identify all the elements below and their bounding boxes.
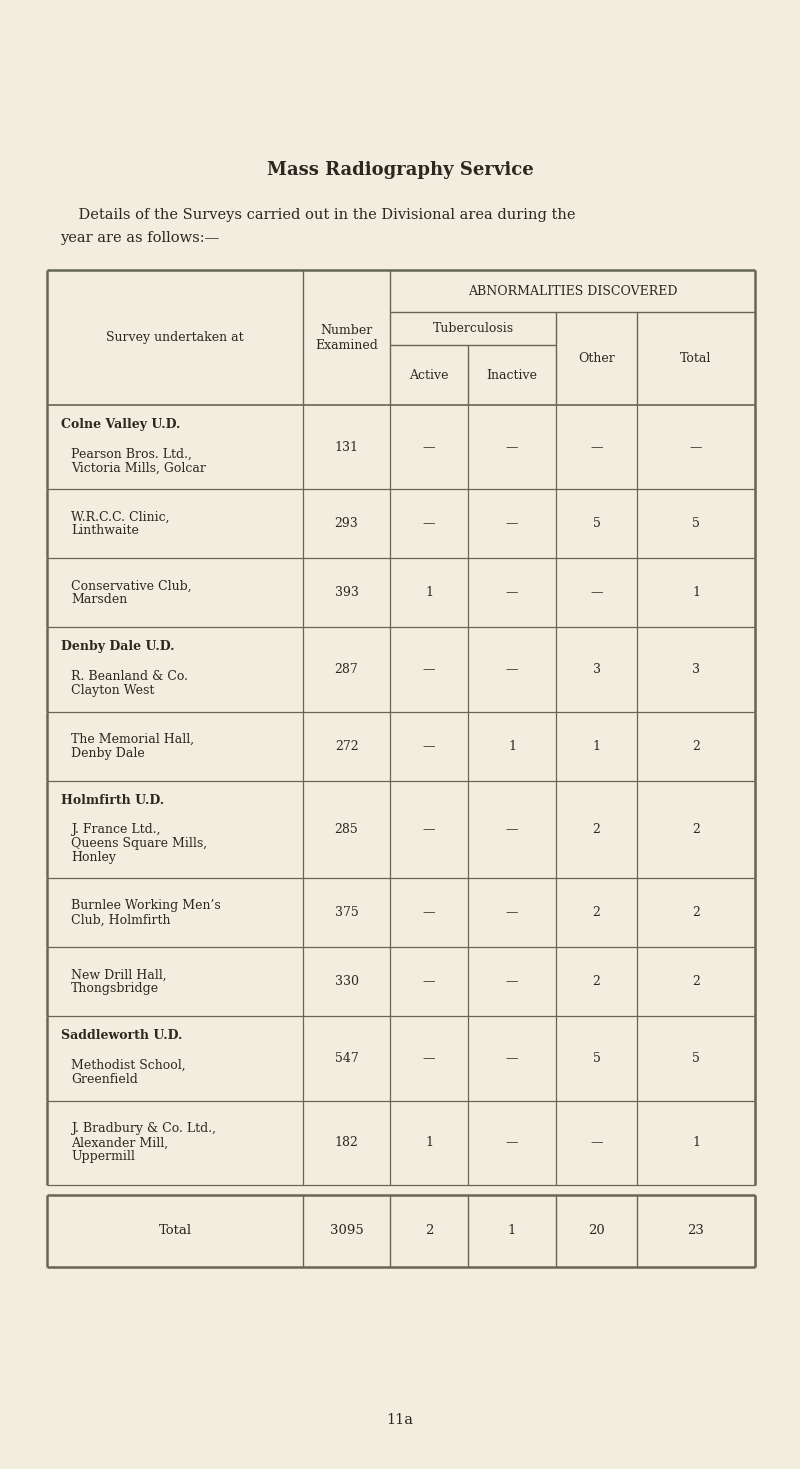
Text: 375: 375	[334, 906, 358, 920]
Text: Linthwaite: Linthwaite	[71, 524, 139, 538]
Text: —: —	[590, 441, 602, 454]
Text: Methodist School,: Methodist School,	[71, 1059, 186, 1072]
Text: J. Bradbury & Co. Ltd.,: J. Bradbury & Co. Ltd.,	[71, 1122, 216, 1136]
Text: ABNORMALITIES DISCOVERED: ABNORMALITIES DISCOVERED	[468, 285, 678, 298]
Text: 2: 2	[692, 906, 700, 920]
Text: 1: 1	[593, 739, 601, 752]
Text: 23: 23	[687, 1225, 705, 1237]
Text: W.R.C.C. Clinic,: W.R.C.C. Clinic,	[71, 510, 170, 523]
Text: Marsden: Marsden	[71, 593, 127, 607]
Text: —: —	[422, 906, 435, 920]
Text: Greenfield: Greenfield	[71, 1072, 138, 1086]
Text: —: —	[422, 663, 435, 676]
Text: Denby Dale U.D.: Denby Dale U.D.	[61, 640, 174, 654]
Text: 5: 5	[593, 517, 601, 530]
Text: Total: Total	[158, 1225, 191, 1237]
Text: Number
Examined: Number Examined	[315, 323, 378, 351]
Text: —: —	[506, 823, 518, 836]
Text: Victoria Mills, Golcar: Victoria Mills, Golcar	[71, 461, 206, 474]
Text: 1: 1	[425, 1137, 433, 1149]
Text: 2: 2	[425, 1225, 433, 1237]
Text: Total: Total	[680, 353, 712, 364]
Text: Pearson Bros. Ltd.,: Pearson Bros. Ltd.,	[71, 448, 192, 461]
Text: 20: 20	[588, 1225, 605, 1237]
Text: 1: 1	[692, 586, 700, 599]
Text: New Drill Hall,: New Drill Hall,	[71, 968, 166, 981]
Text: 3095: 3095	[330, 1225, 363, 1237]
Text: —: —	[590, 586, 602, 599]
Text: R. Beanland & Co.: R. Beanland & Co.	[71, 670, 188, 683]
Text: Denby Dale: Denby Dale	[71, 746, 145, 759]
Text: —: —	[422, 441, 435, 454]
Text: Tuberculosis: Tuberculosis	[433, 322, 514, 335]
Text: —: —	[506, 906, 518, 920]
Text: 1: 1	[508, 1225, 516, 1237]
Text: 2: 2	[692, 975, 700, 989]
Text: —: —	[506, 441, 518, 454]
Text: Saddleworth U.D.: Saddleworth U.D.	[61, 1030, 182, 1043]
Text: 11a: 11a	[386, 1413, 414, 1426]
Text: year are as follows:—: year are as follows:—	[60, 231, 219, 245]
Text: 2: 2	[593, 906, 601, 920]
Text: 287: 287	[334, 663, 358, 676]
Text: Honley: Honley	[71, 851, 116, 864]
Text: —: —	[506, 1137, 518, 1149]
Text: Conservative Club,: Conservative Club,	[71, 579, 192, 592]
Text: 2: 2	[692, 823, 700, 836]
Text: 1: 1	[508, 739, 516, 752]
Text: 293: 293	[334, 517, 358, 530]
Text: —: —	[422, 517, 435, 530]
Text: Details of the Surveys carried out in the Divisional area during the: Details of the Surveys carried out in th…	[60, 209, 575, 222]
Text: 330: 330	[334, 975, 358, 989]
Text: 3: 3	[593, 663, 601, 676]
Text: Colne Valley U.D.: Colne Valley U.D.	[61, 419, 180, 430]
Text: Queens Square Mills,: Queens Square Mills,	[71, 837, 207, 851]
Text: 2: 2	[593, 975, 601, 989]
Text: —: —	[422, 1052, 435, 1065]
Text: Holmfirth U.D.: Holmfirth U.D.	[61, 793, 164, 806]
Text: 393: 393	[334, 586, 358, 599]
Text: 2: 2	[593, 823, 601, 836]
Text: Survey undertaken at: Survey undertaken at	[106, 331, 244, 344]
Text: Alexander Mill,: Alexander Mill,	[71, 1137, 168, 1149]
Text: 2: 2	[692, 739, 700, 752]
Text: 5: 5	[692, 517, 700, 530]
Text: Thongsbridge: Thongsbridge	[71, 983, 159, 996]
Text: Inactive: Inactive	[486, 369, 538, 382]
Text: 1: 1	[692, 1137, 700, 1149]
Text: —: —	[422, 823, 435, 836]
Text: 131: 131	[334, 441, 358, 454]
Text: 5: 5	[692, 1052, 700, 1065]
Text: 547: 547	[334, 1052, 358, 1065]
Text: 285: 285	[334, 823, 358, 836]
Text: —: —	[506, 1052, 518, 1065]
Text: Burnlee Working Men’s: Burnlee Working Men’s	[71, 899, 221, 912]
Text: 5: 5	[593, 1052, 601, 1065]
Text: —: —	[506, 663, 518, 676]
Text: J. France Ltd.,: J. France Ltd.,	[71, 823, 161, 836]
Text: —: —	[690, 441, 702, 454]
Text: Clayton West: Clayton West	[71, 685, 154, 696]
Text: —: —	[422, 739, 435, 752]
Text: Club, Holmfirth: Club, Holmfirth	[71, 914, 170, 927]
Text: —: —	[590, 1137, 602, 1149]
Text: —: —	[506, 586, 518, 599]
Text: —: —	[506, 517, 518, 530]
Text: 182: 182	[334, 1137, 358, 1149]
Text: 272: 272	[334, 739, 358, 752]
Text: Uppermill: Uppermill	[71, 1150, 135, 1163]
Text: 1: 1	[425, 586, 433, 599]
Text: Mass Radiography Service: Mass Radiography Service	[266, 162, 534, 179]
Text: The Memorial Hall,: The Memorial Hall,	[71, 733, 194, 746]
Text: —: —	[506, 975, 518, 989]
Text: 3: 3	[692, 663, 700, 676]
Text: Active: Active	[410, 369, 449, 382]
Text: Other: Other	[578, 353, 615, 364]
Text: —: —	[422, 975, 435, 989]
